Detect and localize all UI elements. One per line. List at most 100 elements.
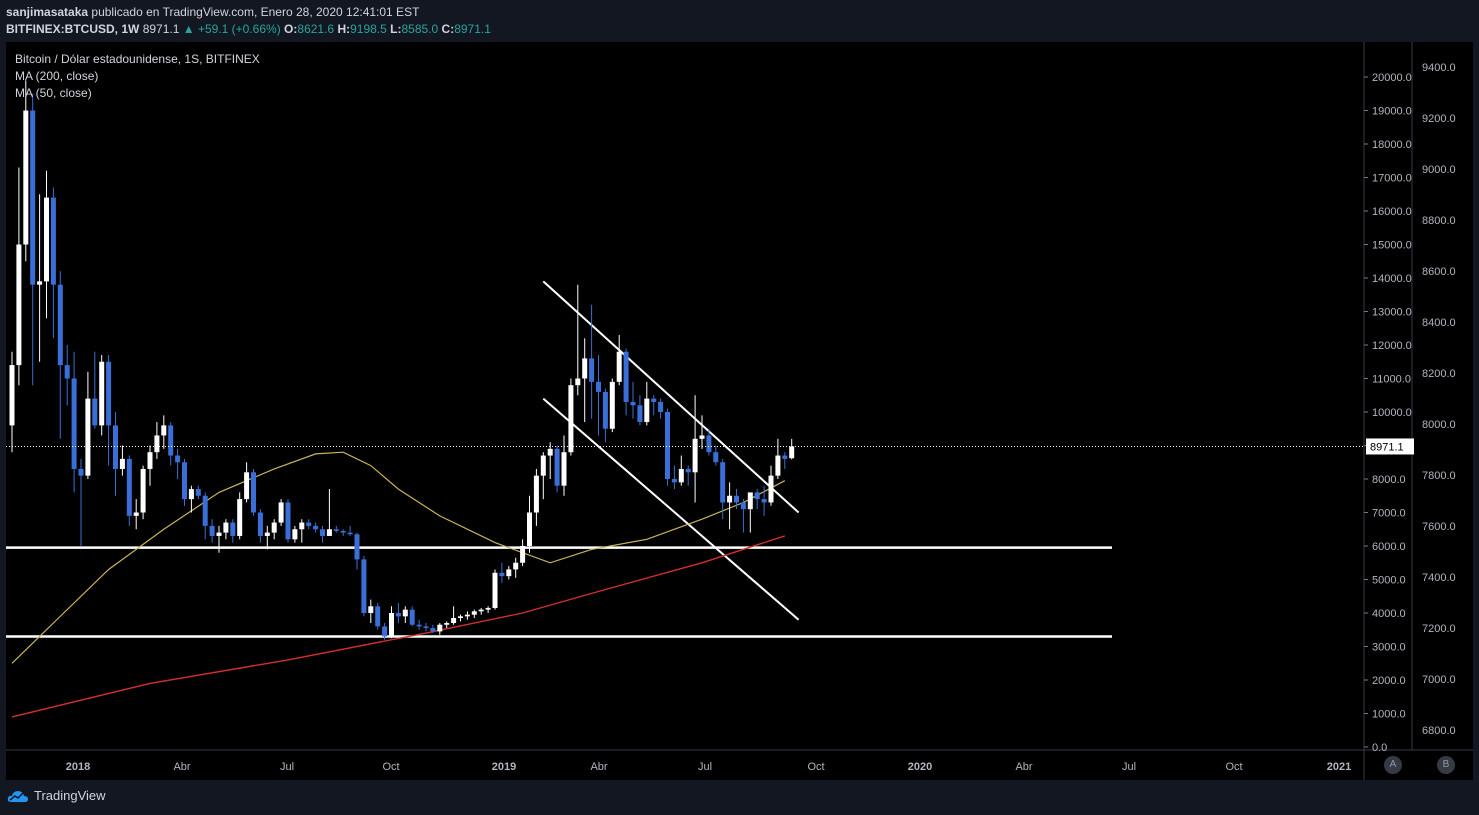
time-tick-label: Oct xyxy=(807,761,824,773)
candle-bear xyxy=(623,351,629,402)
candle-bull xyxy=(451,618,457,624)
ma200-legend[interactable]: MA (200, close) xyxy=(15,69,99,83)
candle-bear xyxy=(57,284,63,366)
candle-bull xyxy=(492,572,498,608)
candle-bear xyxy=(651,398,657,402)
candle-bull xyxy=(44,197,49,282)
candle-bull xyxy=(119,458,125,469)
candle-bull xyxy=(299,522,305,530)
time-tick-label: 2021 xyxy=(1327,761,1351,773)
candle-bull xyxy=(368,606,374,613)
candle-bear xyxy=(596,381,601,392)
price-tick-label: 10000.0 xyxy=(1372,407,1412,419)
outer-price-tick-label: 7400.0 xyxy=(1422,572,1456,584)
candle-bull xyxy=(188,489,194,500)
candle-bear xyxy=(395,613,401,617)
candle-bear xyxy=(347,532,353,535)
candle-bear xyxy=(409,609,415,625)
outer-price-tick-label: 8400.0 xyxy=(1422,317,1456,329)
candle-bear xyxy=(382,626,388,637)
outer-price-tick-label: 8800.0 xyxy=(1422,215,1456,227)
candle-bear xyxy=(499,572,505,577)
candle-bear xyxy=(430,628,436,632)
candle-bull xyxy=(575,378,581,386)
published-info: sanjimasataka publicado en TradingView.c… xyxy=(6,5,419,19)
candle-bear xyxy=(64,365,70,379)
candle-bull xyxy=(727,495,733,503)
auto-scale-button[interactable]: A xyxy=(1384,756,1402,774)
candle-bear xyxy=(50,197,56,285)
candle-bull xyxy=(692,438,698,473)
candle-bear xyxy=(182,462,187,500)
candle-bull xyxy=(775,455,781,476)
candle-bear xyxy=(168,425,174,456)
chart-title: Bitcoin / Dólar estadounidense, 1S, BITF… xyxy=(15,52,260,66)
candle-bull xyxy=(540,455,546,476)
time-tick-label: Jul xyxy=(280,761,294,773)
candle-bull xyxy=(389,613,394,637)
outer-price-tick-label: 8600.0 xyxy=(1422,266,1456,278)
outer-price-tick-label: 8200.0 xyxy=(1422,368,1456,380)
candle-bear xyxy=(257,512,263,536)
candle-bear xyxy=(354,534,360,560)
candle-bull xyxy=(292,529,298,540)
last-price-tag xyxy=(1366,438,1414,455)
candle-bull xyxy=(458,616,463,619)
candle-bear xyxy=(202,495,208,526)
outer-price-tick-label: 7200.0 xyxy=(1422,623,1456,635)
candle-bull xyxy=(609,381,615,429)
candle-bear xyxy=(740,502,746,510)
last-price-tag-label: 8971.1 xyxy=(1370,441,1404,453)
time-tick-label: 2019 xyxy=(492,761,516,773)
candle-bull xyxy=(485,607,491,610)
outer-price-tick-label: 7800.0 xyxy=(1422,470,1456,482)
ohlc-line: BITFINEX:BTCUSD, 1W 8971.1 ▲ +59.1 (+0.6… xyxy=(6,22,491,36)
footer-bar: TradingView A B xyxy=(0,756,1479,815)
candle-bull xyxy=(678,468,684,483)
candle-bull xyxy=(699,435,705,439)
time-tick-label: Abr xyxy=(1015,761,1032,773)
candle-bull xyxy=(147,452,153,469)
price-tick-label: 12000.0 xyxy=(1372,340,1412,352)
candle-bull xyxy=(444,623,450,625)
low-label: L: xyxy=(390,22,402,36)
price-tick-label: 2000.0 xyxy=(1372,675,1406,687)
candle-bull xyxy=(85,398,91,476)
ma50-legend[interactable]: MA (50, close) xyxy=(15,86,92,100)
outer-price-tick-label: 9000.0 xyxy=(1422,164,1456,176)
candle-bear xyxy=(230,522,236,536)
price-tick-label: 5000.0 xyxy=(1372,575,1406,587)
candle-bear xyxy=(313,525,319,530)
candle-bull xyxy=(23,110,29,245)
candle-bull xyxy=(437,624,443,632)
price-tick-label: 13000.0 xyxy=(1372,307,1412,319)
time-tick-label: Oct xyxy=(1225,761,1242,773)
price-chart[interactable]: 0.0 1000.0 2000.0 3000.0 4000.0 5000.0 6000.0 7… xyxy=(6,42,1473,780)
outer-price-tick-label: 7000.0 xyxy=(1422,674,1456,686)
channel-upper-line xyxy=(542,280,800,514)
candle-bear xyxy=(761,499,767,503)
candle-bear xyxy=(209,525,215,536)
candle-bear xyxy=(685,468,691,473)
time-tick-label: 2018 xyxy=(66,761,90,773)
candle-bear xyxy=(175,455,181,463)
candle-bear xyxy=(416,624,422,627)
log-scale-button[interactable]: B xyxy=(1437,756,1455,774)
price-tick-label: 16000.0 xyxy=(1372,206,1412,218)
candle-bull xyxy=(747,492,753,510)
high-label: H: xyxy=(337,22,351,36)
symbol-label: BITFINEX:BTCUSD, 1W xyxy=(6,22,140,36)
candle-bull xyxy=(278,502,284,523)
price-tick-label: 7000.0 xyxy=(1372,508,1406,520)
candle-bear xyxy=(671,479,677,483)
candle-bear xyxy=(713,452,719,463)
candle-bear xyxy=(658,401,664,412)
candle-bear xyxy=(285,502,291,540)
candle-bull xyxy=(768,475,774,503)
price-tick-label: 18000.0 xyxy=(1372,139,1412,151)
ma200-line xyxy=(11,535,786,718)
tradingview-logo[interactable]: TradingView xyxy=(7,788,106,803)
chart-area[interactable]: 0.0 1000.0 2000.0 3000.0 4000.0 5000.0 6000.0 7… xyxy=(6,42,1473,780)
candle-bear xyxy=(637,405,643,423)
candle-bull xyxy=(216,532,222,536)
